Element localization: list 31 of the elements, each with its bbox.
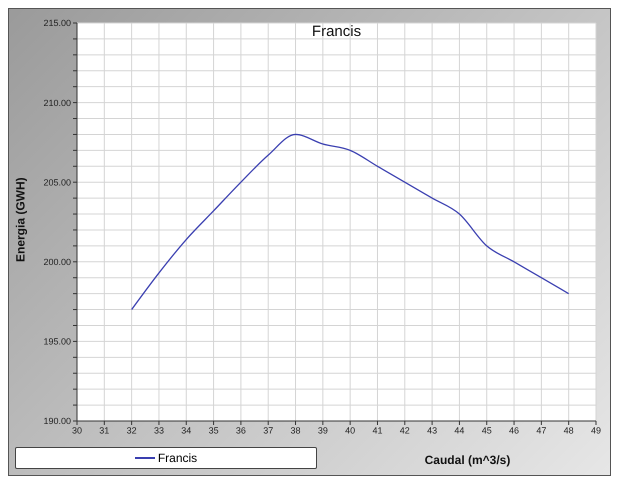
x-axis-title: Caudal (m^3/s) [424,453,512,467]
line-series [130,134,570,310]
x-tick-label: 36 [236,425,246,436]
y-axis-title: Energia (GWH) [13,177,28,262]
x-tick-label: 47 [536,425,546,436]
x-tick-label: 45 [482,425,492,436]
x-tick-label: 48 [564,425,574,436]
x-tick-label: 43 [427,425,438,436]
x-tick-label: 35 [208,425,219,436]
chart-title: Francis [310,23,362,40]
x-tick-label: 32 [126,425,137,436]
x-tick-label: 46 [509,425,520,436]
x-tick-label: 30 [72,425,82,436]
x-tick-label: 37 [263,425,274,436]
x-tick-label: 40 [345,425,356,436]
y-tick-label: 195.00 [43,336,71,347]
legend-label: Francis [158,451,198,465]
x-tick-label: 33 [154,425,164,436]
x-tick-label: 31 [99,425,110,436]
y-tick-label: 205.00 [43,177,71,188]
y-tick-label: 200.00 [43,256,71,267]
x-tick-label: 41 [372,425,382,436]
x-tick-label: 44 [454,425,464,436]
y-tick-label: 215.00 [43,18,71,28]
x-tick-label: 39 [318,425,328,436]
x-tick-label: 42 [400,425,410,436]
x-tick-label: 34 [181,425,192,436]
y-tick-label: 190.00 [43,416,71,426]
x-tick-label: 49 [590,425,602,436]
y-tick-label: 210.00 [43,98,71,108]
x-tick-label: 38 [290,425,301,436]
